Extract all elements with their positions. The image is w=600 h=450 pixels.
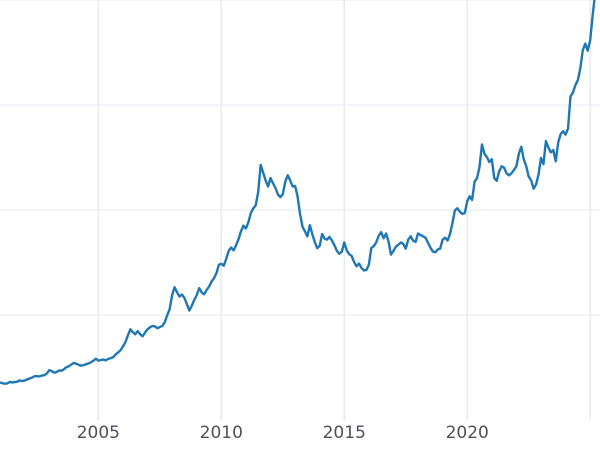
x-tick-label: 2005	[76, 423, 120, 443]
x-tick-label: 2010	[199, 423, 243, 443]
x-tick-mark	[220, 416, 222, 420]
x-tick-mark	[343, 416, 345, 420]
vertical-gridlines	[97, 0, 591, 420]
series-line-0	[0, 0, 596, 385]
x-tick-label: 2020	[445, 423, 489, 443]
horizontal-gridlines	[0, 0, 600, 316]
x-tick-mark	[466, 416, 468, 420]
x-tick-label: 2015	[322, 423, 366, 443]
chart-canvas	[0, 0, 600, 420]
plot-area	[0, 0, 600, 420]
x-tick-mark	[97, 416, 100, 420]
x-axis-tick-labels: 2005 2010 2015 2020	[0, 416, 600, 450]
data-series-group	[0, 0, 596, 385]
